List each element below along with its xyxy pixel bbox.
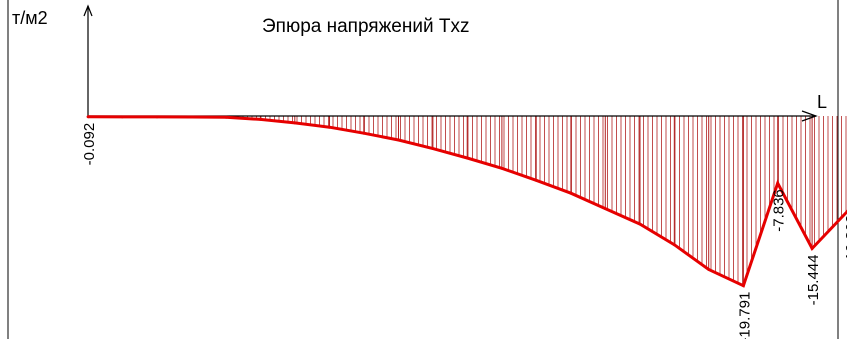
y-axis-label: т/м2 [12,8,48,28]
data-point [672,243,676,247]
data-point [534,178,538,182]
data-point [569,191,573,195]
data-label: -15.444 [805,255,822,306]
data-point [603,207,607,211]
data-point [224,115,228,119]
x-axis-label: L [817,92,827,112]
data-point [293,121,297,125]
data-points [86,115,814,288]
data-point [431,147,435,151]
data-point [776,181,780,185]
data-point [86,115,90,119]
data-label: -7.836 [771,189,788,232]
data-labels: -0.092-19.791-7.836-15.444-10.802-18.237 [81,123,847,343]
data-point [190,115,193,119]
data-point [810,247,814,250]
data-label: -19.791 [736,292,753,339]
data-point [465,156,469,160]
data-label: -0.092 [81,123,98,166]
data-point [500,166,504,170]
hatch-fill [121,116,847,286]
stress-curve [87,115,847,288]
data-label: -10.802 [843,215,847,266]
y-axis-arrow [83,4,93,17]
data-point [155,115,159,119]
data-point [397,138,400,142]
data-point [328,125,331,129]
data-point [638,222,642,226]
data-point [742,284,745,288]
x-axis-arrow [801,110,818,122]
data-point [120,115,124,119]
data-point [707,268,711,271]
data-point [362,131,366,135]
data-point [259,118,262,121]
chart-title: Эпюра напряжений Тxz [262,16,469,37]
